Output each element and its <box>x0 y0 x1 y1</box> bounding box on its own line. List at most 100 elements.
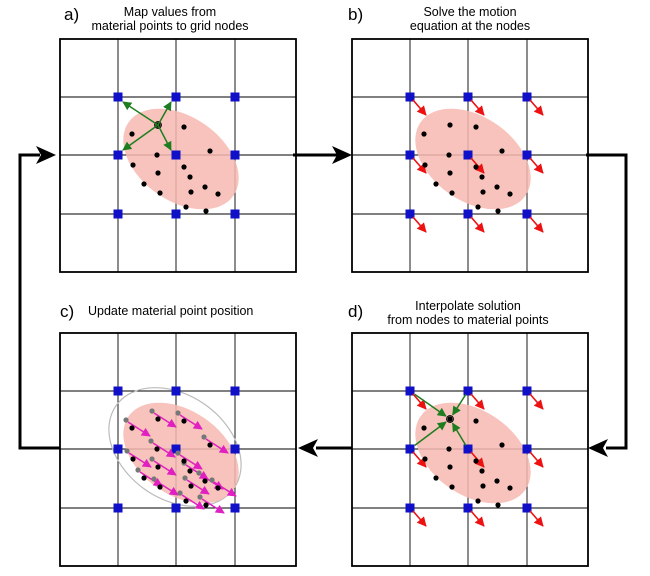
material-point <box>473 124 479 130</box>
grid-node <box>113 444 123 454</box>
material-point <box>215 485 221 491</box>
cycle-arrowhead-c <box>298 439 318 457</box>
mapping-arrow <box>122 101 159 126</box>
material-point <box>446 152 452 158</box>
velocity-arrow <box>412 510 427 527</box>
grid-node <box>463 386 473 396</box>
grid-node <box>405 209 415 219</box>
target-point <box>446 415 454 423</box>
displacement-arrow <box>155 480 179 496</box>
panel-d <box>351 332 589 567</box>
material-point <box>495 502 501 508</box>
panel-c-caption-line1: Update material point position <box>88 304 253 318</box>
velocity-arrow <box>470 99 485 116</box>
displacement-arrow <box>127 421 151 437</box>
grid-node <box>522 386 532 396</box>
old-material-point <box>175 450 181 456</box>
panel-a-caption-line2: material points to grid nodes <box>91 19 248 33</box>
material-point <box>433 181 439 187</box>
material-region <box>415 108 531 210</box>
material-point <box>155 170 161 176</box>
grid-node <box>522 209 532 219</box>
cycle-arrowhead-a <box>36 146 56 164</box>
material-point <box>129 131 135 137</box>
old-material-point <box>124 448 130 454</box>
velocity-arrow <box>470 510 485 527</box>
material-point <box>473 458 479 464</box>
material-point <box>475 498 481 504</box>
cycle-arrowhead-d <box>588 439 608 457</box>
old-material-point <box>149 456 155 462</box>
grid-node <box>230 209 240 219</box>
material-point <box>187 174 193 180</box>
cycle-arrow-b-to-d <box>586 153 628 450</box>
grid-node <box>171 503 181 513</box>
grid-node <box>171 92 181 102</box>
material-point <box>203 502 209 508</box>
material-point <box>181 164 187 170</box>
grid-node <box>405 444 415 454</box>
material-point <box>187 468 193 474</box>
material-point <box>494 478 500 484</box>
material-point <box>141 475 147 481</box>
material-point <box>157 484 163 490</box>
velocity-arrow <box>529 510 544 527</box>
displacement-arrow <box>181 494 205 510</box>
velocity-arrow <box>412 216 427 233</box>
old-material-point <box>209 477 215 483</box>
old-material-point <box>149 408 155 414</box>
panel-a-letter: a) <box>64 5 79 24</box>
grid-node <box>113 209 123 219</box>
grid-node <box>230 150 240 160</box>
interpolation-arrow <box>414 393 447 417</box>
grid-node <box>405 503 415 513</box>
grid-node <box>113 150 123 160</box>
grid-node <box>230 386 240 396</box>
material-point <box>130 456 136 462</box>
grid-node <box>230 92 240 102</box>
displacement-arrow <box>205 438 229 454</box>
material-point <box>446 446 452 452</box>
velocity-arrow <box>529 99 544 116</box>
old-material-point <box>201 434 207 440</box>
material-point <box>449 190 455 196</box>
velocity-arrow <box>412 451 427 468</box>
grid-node <box>405 92 415 102</box>
material-point <box>181 458 187 464</box>
displacement-arrow <box>152 442 176 458</box>
material-point <box>203 208 209 214</box>
material-point <box>157 190 163 196</box>
material-point <box>449 484 455 490</box>
material-point <box>183 498 189 504</box>
grid-node <box>171 150 181 160</box>
grid-node <box>463 444 473 454</box>
grid-node <box>522 444 532 454</box>
grid-node <box>522 92 532 102</box>
grid-node <box>113 92 123 102</box>
old-material-point <box>197 494 203 500</box>
velocity-arrow <box>412 157 427 174</box>
material-point <box>130 162 136 168</box>
displacement-arrow <box>213 481 237 497</box>
velocity-arrow <box>529 216 544 233</box>
old-material-point <box>196 470 202 476</box>
panel-b-letter: b) <box>348 5 363 24</box>
interpolation-arrow <box>452 393 467 416</box>
panel-a <box>59 38 297 273</box>
mapping-arrow <box>157 101 172 126</box>
displacement-arrow <box>153 412 177 428</box>
material-point <box>494 184 500 190</box>
displacement-arrow <box>128 452 152 468</box>
grid-node <box>405 386 415 396</box>
material-point <box>433 475 439 481</box>
grid-node <box>113 386 123 396</box>
velocity-arrow <box>470 216 485 233</box>
old-material-point <box>175 410 181 416</box>
displacement-arrow <box>139 471 163 487</box>
old-material-point <box>135 467 141 473</box>
displacement-arrow <box>179 454 203 470</box>
grid-node <box>463 150 473 160</box>
displacement-arrow <box>153 460 177 476</box>
panel-d-letter: d) <box>348 302 363 321</box>
old-material-point <box>182 475 188 481</box>
